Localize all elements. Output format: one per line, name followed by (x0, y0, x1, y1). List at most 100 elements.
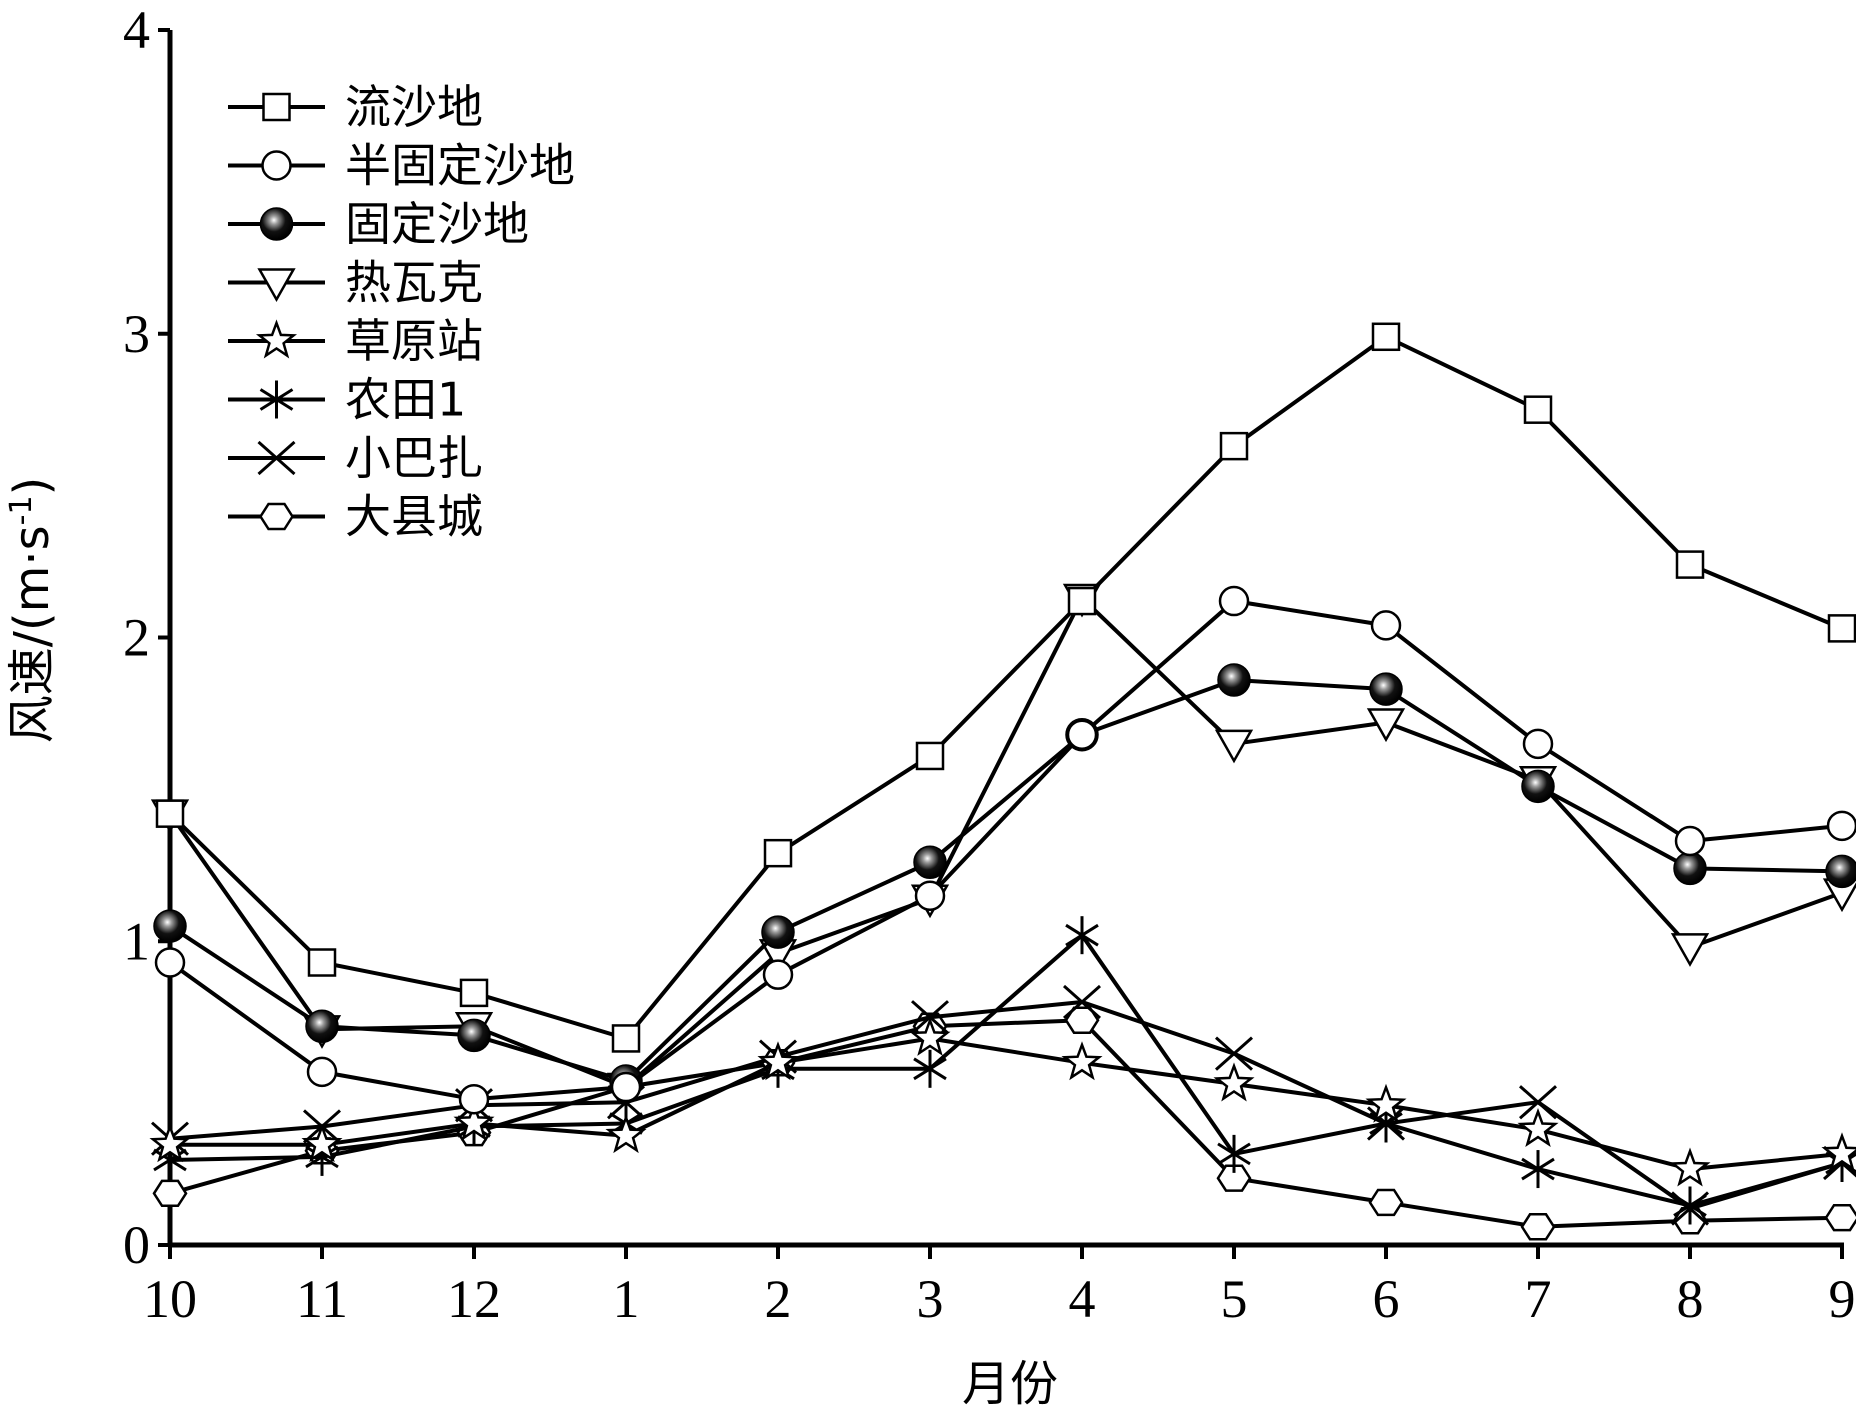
series-line (169, 933, 1843, 1208)
data-point (1066, 719, 1098, 750)
marker-circle-filled (1369, 672, 1403, 706)
marker-square (915, 741, 945, 771)
data-point (757, 1041, 799, 1081)
marker-star (1821, 1132, 1856, 1172)
data-point (1063, 984, 1101, 1020)
data-point (1219, 431, 1249, 461)
series-line (168, 596, 1843, 1089)
marker-star (1365, 1083, 1407, 1123)
data-point (914, 880, 946, 911)
marker-circle-open (762, 959, 794, 990)
y-axis-label-sup: -1 (4, 495, 39, 525)
data-point (1674, 825, 1706, 857)
x-tick-label: 3 (917, 1269, 944, 1329)
marker-stroke (1519, 1085, 1557, 1120)
data-point (458, 1083, 490, 1115)
data-point (1365, 1083, 1407, 1123)
marker-triangle-down (257, 268, 296, 303)
marker-square (611, 1024, 641, 1053)
series-2 (153, 663, 1856, 1098)
marker-circle-open (306, 1056, 338, 1088)
series-line (168, 678, 1843, 1083)
x-tick-label: 5 (1221, 1269, 1248, 1329)
series-7 (152, 1006, 1856, 1241)
marker-square (262, 92, 291, 122)
marker-hexagon (259, 502, 294, 531)
y-tick-label: 3 (123, 304, 150, 364)
data-point (1517, 1107, 1559, 1148)
series-line (168, 334, 1843, 1041)
legend-label: 热瓦克 (345, 256, 483, 310)
marker-star (909, 1016, 951, 1056)
legend-label: 小巴扎 (345, 431, 483, 485)
marker-square (1827, 614, 1856, 643)
data-point (1216, 1164, 1252, 1192)
series-line (169, 1018, 1843, 1229)
legend-item: 流沙地 (228, 80, 483, 134)
data-point (1670, 933, 1710, 967)
legend-label: 固定沙地 (345, 197, 529, 251)
data-point (1519, 1085, 1557, 1120)
data-point (1061, 1041, 1103, 1081)
data-point (1673, 851, 1707, 886)
data-point (1826, 810, 1856, 842)
data-point (1213, 1062, 1255, 1102)
marker-square (763, 838, 793, 868)
marker-asterisk (1217, 1134, 1251, 1173)
marker-circle-open (458, 1083, 490, 1115)
series-1 (154, 585, 1856, 1115)
series-4 (149, 1016, 1856, 1187)
data-point (1217, 1134, 1251, 1173)
x-tick-label: 4 (1069, 1269, 1096, 1329)
marker-circle-open (1826, 810, 1856, 842)
y-tick-label: 4 (123, 0, 150, 60)
y-tick-label: 2 (123, 608, 150, 668)
marker-asterisk (913, 1049, 947, 1088)
x-tick-label: 8 (1677, 1269, 1704, 1329)
marker-circle-open (1370, 610, 1402, 641)
marker-circle-open (1522, 728, 1554, 760)
data-point (1522, 728, 1554, 760)
data-point (1214, 729, 1254, 764)
marker-circle-filled (153, 909, 187, 943)
marker-hexagon (152, 1179, 188, 1208)
marker-square (1523, 395, 1553, 424)
data-point (763, 838, 793, 868)
marker-square (155, 799, 185, 828)
data-point (155, 799, 185, 828)
marker-star (1061, 1041, 1103, 1081)
legend-label: 农田1 (345, 373, 466, 427)
data-point (913, 845, 947, 880)
marker-circle-filled (305, 1009, 339, 1044)
legend-label: 半固定沙地 (345, 139, 575, 193)
legend-item: 热瓦克 (228, 256, 483, 310)
marker-square (459, 978, 489, 1008)
series-3 (150, 583, 1856, 1107)
data-point (1825, 854, 1856, 889)
marker-stroke (153, 1148, 187, 1172)
data-point (1370, 610, 1402, 641)
marker-stroke (305, 1145, 339, 1169)
marker-star (1213, 1062, 1255, 1102)
data-point (1821, 1132, 1856, 1172)
data-point (459, 978, 489, 1008)
marker-square (1371, 322, 1401, 352)
marker-stroke (1215, 1036, 1253, 1071)
marker-triangle-down (1214, 729, 1254, 764)
marker-circle-filled (913, 845, 947, 880)
series-line (169, 1000, 1843, 1211)
marker-triangle-down (1366, 708, 1406, 743)
marker-circle-filled (259, 207, 294, 241)
data-point (610, 1071, 642, 1103)
data-point (1669, 1147, 1711, 1187)
marker-star (1669, 1147, 1711, 1187)
data-point (457, 1018, 491, 1053)
marker-star (255, 319, 298, 359)
legend-item: 农田1 (228, 373, 466, 427)
marker-square (1675, 550, 1705, 579)
data-point (301, 1123, 343, 1163)
legend-item: 小巴扎 (228, 431, 483, 485)
data-point (307, 948, 337, 977)
chart-series (149, 322, 1856, 1241)
data-point (915, 741, 945, 771)
